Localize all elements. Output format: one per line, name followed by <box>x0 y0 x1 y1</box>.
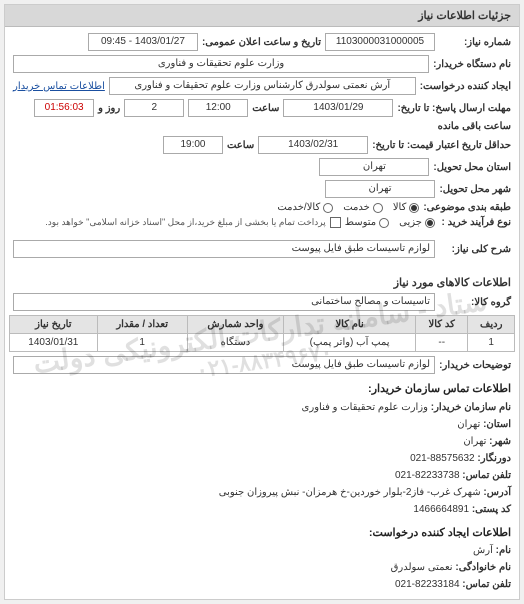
need-no-value: 1103000031000005 <box>325 33 435 51</box>
desc-label: شرح کلی نیاز: <box>439 244 511 255</box>
validity-label: حداقل تاریخ اعتبار قیمت: تا تاریخ: <box>372 140 511 151</box>
org-label: نام سازمان خریدار: <box>431 402 511 413</box>
pay-note: پرداخت تمام یا بخشی از مبلغ خرید،از محل … <box>45 217 325 228</box>
radio-goods[interactable]: کالا <box>393 202 420 213</box>
cell-qty: 1 <box>97 334 187 352</box>
deadline-time: 12:00 <box>188 99 248 117</box>
buy-type-label: نوع فرآیند خرید : <box>439 217 511 228</box>
requester-value: آرش نعمتی سولدرق کارشناس وزارت علوم تحقی… <box>109 77 416 95</box>
category-label: طبقه بندی موضوعی: <box>423 202 511 213</box>
days-value: 2 <box>124 99 184 117</box>
goods-section-title: اطلاعات کالاهای مورد نیاز <box>13 276 511 289</box>
addr-value: شهرک غرب- فاز2-بلوار خوردین-خ هرمزان- نب… <box>219 487 481 498</box>
post-label: کد پستی: <box>472 504 511 515</box>
org-value: وزارت علوم تحقیقات و فناوری <box>302 402 428 413</box>
table-row: 1 -- پمپ آب (واتر پمپ) دستگاه 1 1403/01/… <box>10 334 515 352</box>
col-qty: تعداد / مقدار <box>97 316 187 334</box>
goods-table: ردیف کد کالا نام کالا واحد شمارش تعداد /… <box>9 315 515 352</box>
cell-unit: دستگاه <box>187 334 284 352</box>
cell-code: -- <box>416 334 468 352</box>
fax-label: دورنگار: <box>477 453 511 464</box>
radio-medium[interactable]: متوسط <box>345 217 389 228</box>
tel-label: تلفن تماس: <box>462 470 511 481</box>
family-value: نعمتی سولدرق <box>391 562 453 573</box>
name-label: نام: <box>496 545 511 556</box>
city-value: تهران <box>325 180 435 198</box>
announce-label: تاریخ و ساعت اعلان عمومی: <box>202 37 321 48</box>
group-label: گروه کالا: <box>439 297 511 308</box>
group-value: تاسیسات و مصالح ساختمانی <box>13 293 435 311</box>
col-name: نام کالا <box>284 316 416 334</box>
pay-checkbox[interactable] <box>330 217 341 228</box>
radio-small[interactable]: جزیی <box>399 217 435 228</box>
buy-type-radio-group: جزیی متوسط <box>345 217 435 228</box>
requester-label: ایجاد کننده درخواست: <box>420 81 511 92</box>
radio-dot-icon <box>323 203 333 213</box>
radio-service[interactable]: خدمت <box>343 202 383 213</box>
radio-goods-service[interactable]: کالا/خدمت <box>277 202 333 213</box>
tel2-value: 82233184-021 <box>395 579 460 590</box>
province-value: تهران <box>319 158 429 176</box>
announce-value: 1403/01/27 - 09:45 <box>88 33 198 51</box>
buyer-notes-label: توضیحات خریدار: <box>439 360 511 371</box>
buyer-org-label: نام دستگاه خریدار: <box>433 59 511 70</box>
addr-label: آدرس: <box>483 487 511 498</box>
remain-value: 01:56:03 <box>34 99 94 117</box>
col-code: کد کالا <box>416 316 468 334</box>
validity-date: 1403/02/31 <box>258 136 368 154</box>
radio-dot-icon <box>409 203 419 213</box>
tel2-label: تلفن تماس: <box>462 579 511 590</box>
c-province-label: استان: <box>483 419 511 430</box>
city-label: شهر محل تحویل: <box>439 184 511 195</box>
validity-time: 19:00 <box>163 136 223 154</box>
contact-title: اطلاعات تماس سازمان خریدار: <box>13 380 511 399</box>
c-province-value: تهران <box>457 419 480 430</box>
radio-dot-icon <box>373 203 383 213</box>
col-unit: واحد شمارش <box>187 316 284 334</box>
c-city-label: شهر: <box>489 436 511 447</box>
time-label-1: ساعت <box>252 103 279 114</box>
deadline-label: مهلت ارسال پاسخ: تا تاریخ: <box>397 103 511 114</box>
category-radio-group: کالا خدمت کالا/خدمت <box>277 202 419 213</box>
c-city-value: تهران <box>463 436 486 447</box>
cell-name: پمپ آب (واتر پمپ) <box>284 334 416 352</box>
buyer-notes-value: لوازم تاسیسات طبق فایل پیوست <box>13 356 435 374</box>
name-value: آرش <box>473 545 493 556</box>
panel-title: جزئیات اطلاعات نیاز <box>5 5 519 27</box>
days-label: روز و <box>98 103 120 114</box>
post-value: 1466664891 <box>413 504 469 515</box>
radio-dot-icon <box>425 218 435 228</box>
tel-value: 82233738-021 <box>395 470 460 481</box>
col-date: تاریخ نیاز <box>10 316 98 334</box>
desc-value: لوازم تاسیسات طبق فایل پیوست <box>13 240 435 258</box>
province-label: استان محل تحویل: <box>433 162 511 173</box>
need-no-label: شماره نیاز: <box>439 37 511 48</box>
cell-row: 1 <box>468 334 515 352</box>
fax-value: 88575632-021 <box>410 453 475 464</box>
time-label-2: ساعت <box>227 140 254 151</box>
buyer-org-value: وزارت علوم تحقیقات و فناوری <box>13 55 429 73</box>
radio-dot-icon <box>379 218 389 228</box>
deadline-date: 1403/01/29 <box>283 99 393 117</box>
remain-label: ساعت باقی مانده <box>438 121 511 132</box>
col-row: ردیف <box>468 316 515 334</box>
contact-link[interactable]: اطلاعات تماس خریدار <box>13 81 105 92</box>
req-title: اطلاعات ایجاد کننده درخواست: <box>13 524 511 543</box>
cell-date: 1403/01/31 <box>10 334 98 352</box>
family-label: نام خانوادگی: <box>455 562 511 573</box>
